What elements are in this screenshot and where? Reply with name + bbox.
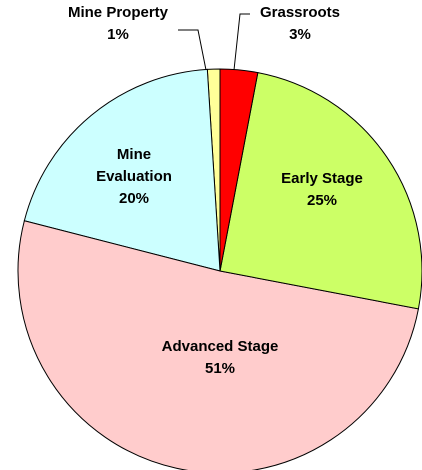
- slice-label: Mine Evaluation 20%: [79, 144, 189, 210]
- value-label: 25%: [306, 192, 338, 209]
- value-label: 51%: [204, 360, 236, 377]
- value-label: 3%: [289, 26, 311, 43]
- slice-label: Mine Property 1%: [48, 2, 188, 46]
- leader-line: [178, 29, 207, 71]
- category-label: Early Stage: [281, 170, 363, 187]
- pie-slice: [219, 68, 259, 272]
- category-label: Grassroots: [259, 4, 341, 21]
- value-label: 20%: [118, 190, 150, 207]
- value-label: 1%: [107, 26, 129, 43]
- category-label: Advanced Stage: [161, 338, 279, 355]
- slice-label: Advanced Stage 51%: [140, 336, 300, 380]
- pie-slice: [23, 68, 221, 272]
- pie-slice: [17, 220, 420, 470]
- leader-line: [233, 13, 250, 71]
- slice-label: Grassroots 3%: [245, 2, 355, 46]
- slice-label: Early Stage 25%: [277, 168, 367, 212]
- category-label: Mine Evaluation: [96, 146, 172, 185]
- category-label: Mine Property: [67, 4, 169, 21]
